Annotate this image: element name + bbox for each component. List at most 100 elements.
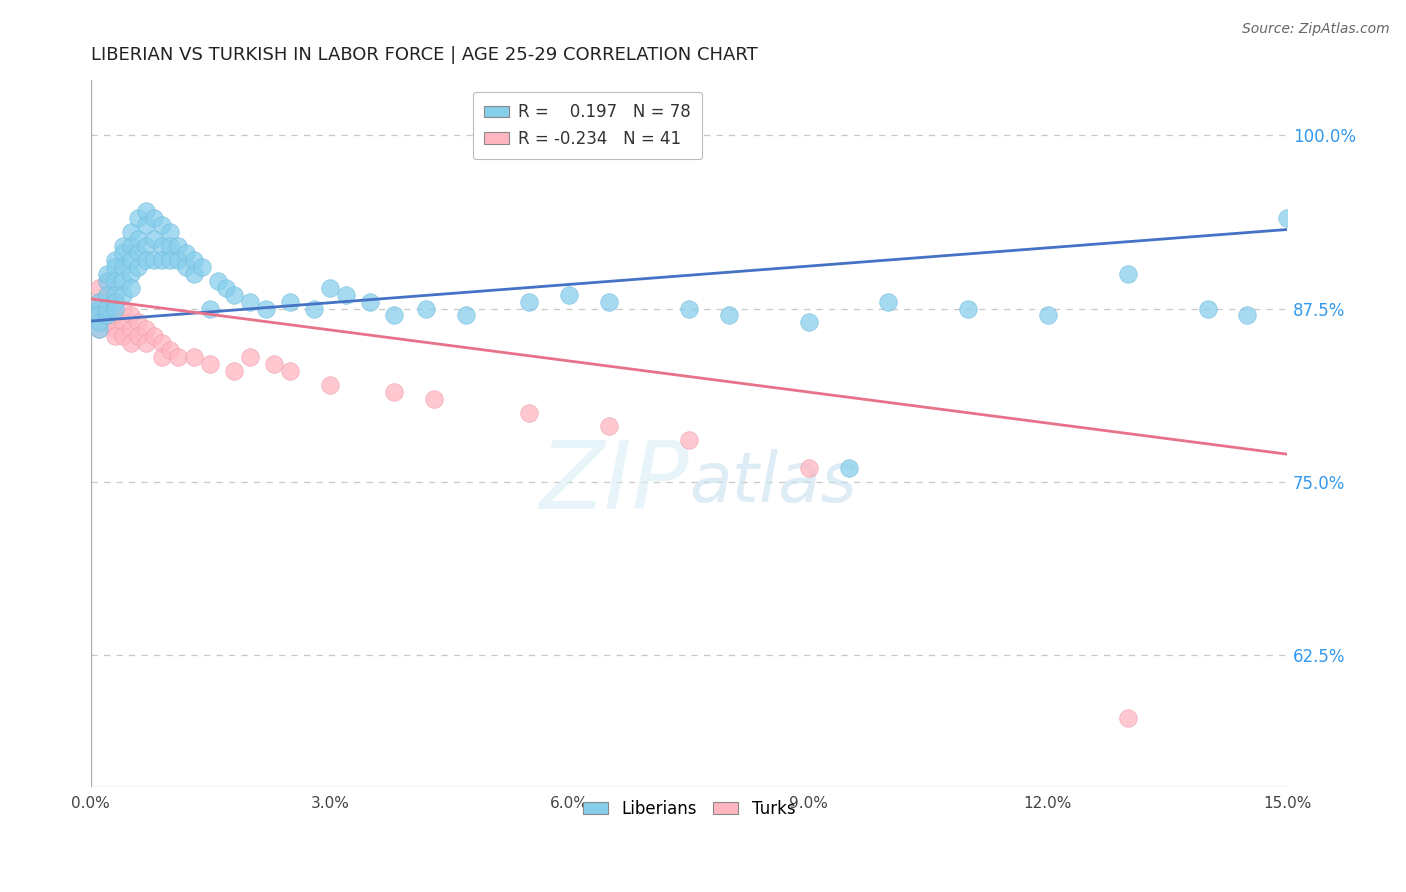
Point [319, 281, 342, 295]
Point [152, 239, 174, 253]
Point [207, 274, 229, 288]
Point [263, 357, 285, 371]
Point [120, 225, 142, 239]
Point [87, 301, 110, 316]
Point [111, 287, 134, 301]
Point [598, 419, 620, 434]
Point [120, 322, 142, 336]
Point [96, 301, 118, 316]
Text: atlas: atlas [689, 450, 856, 516]
Point [96, 267, 118, 281]
Point [127, 246, 149, 260]
Point [135, 252, 157, 267]
Point [87, 315, 110, 329]
Point [382, 309, 405, 323]
Point [96, 287, 118, 301]
Point [183, 252, 205, 267]
Point [96, 309, 118, 323]
Point [319, 377, 342, 392]
Text: LIBERIAN VS TURKISH IN LABOR FORCE | AGE 25-29 CORRELATION CHART: LIBERIAN VS TURKISH IN LABOR FORCE | AGE… [90, 46, 758, 64]
Point [135, 322, 157, 336]
Point [103, 329, 125, 343]
Point [159, 239, 181, 253]
Point [159, 252, 181, 267]
Point [127, 211, 149, 226]
Point [415, 301, 437, 316]
Point [957, 301, 980, 316]
Point [135, 204, 157, 219]
Legend: Liberians, Turks: Liberians, Turks [576, 794, 801, 825]
Point [87, 281, 110, 295]
Point [120, 267, 142, 281]
Point [143, 211, 166, 226]
Point [111, 315, 134, 329]
Point [120, 281, 142, 295]
Point [103, 260, 125, 274]
Point [135, 219, 157, 233]
Point [335, 287, 357, 301]
Point [1116, 267, 1139, 281]
Point [422, 392, 444, 406]
Point [127, 232, 149, 246]
Point [224, 287, 246, 301]
Point [717, 309, 740, 323]
Point [111, 260, 134, 274]
Point [382, 384, 405, 399]
Point [200, 357, 222, 371]
Text: Source: ZipAtlas.com: Source: ZipAtlas.com [1241, 22, 1389, 37]
Point [159, 225, 181, 239]
Point [176, 246, 198, 260]
Point [176, 260, 198, 274]
Point [96, 287, 118, 301]
Point [143, 232, 166, 246]
Point [224, 364, 246, 378]
Point [454, 309, 477, 323]
Point [797, 461, 820, 475]
Point [111, 274, 134, 288]
Point [111, 239, 134, 253]
Point [152, 350, 174, 364]
Point [183, 267, 205, 281]
Point [558, 287, 581, 301]
Point [103, 252, 125, 267]
Point [87, 309, 110, 323]
Point [1036, 309, 1059, 323]
Point [120, 336, 142, 351]
Point [96, 274, 118, 288]
Point [278, 364, 301, 378]
Point [111, 301, 134, 316]
Text: ZIP: ZIP [540, 437, 689, 528]
Point [135, 336, 157, 351]
Point [152, 219, 174, 233]
Point [127, 329, 149, 343]
Point [278, 294, 301, 309]
Point [877, 294, 900, 309]
Point [87, 322, 110, 336]
Point [302, 301, 325, 316]
Point [1197, 301, 1219, 316]
Point [678, 301, 700, 316]
Point [837, 461, 859, 475]
Point [167, 239, 190, 253]
Point [1236, 309, 1258, 323]
Point [111, 246, 134, 260]
Point [183, 350, 205, 364]
Point [87, 309, 110, 323]
Point [215, 281, 238, 295]
Point [103, 309, 125, 323]
Point [143, 329, 166, 343]
Point [127, 260, 149, 274]
Point [167, 350, 190, 364]
Point [120, 309, 142, 323]
Point [120, 239, 142, 253]
Point [359, 294, 381, 309]
Point [87, 294, 110, 309]
Point [797, 315, 820, 329]
Point [103, 294, 125, 309]
Point [519, 406, 541, 420]
Point [103, 322, 125, 336]
Point [120, 252, 142, 267]
Point [103, 274, 125, 288]
Point [103, 294, 125, 309]
Point [167, 252, 190, 267]
